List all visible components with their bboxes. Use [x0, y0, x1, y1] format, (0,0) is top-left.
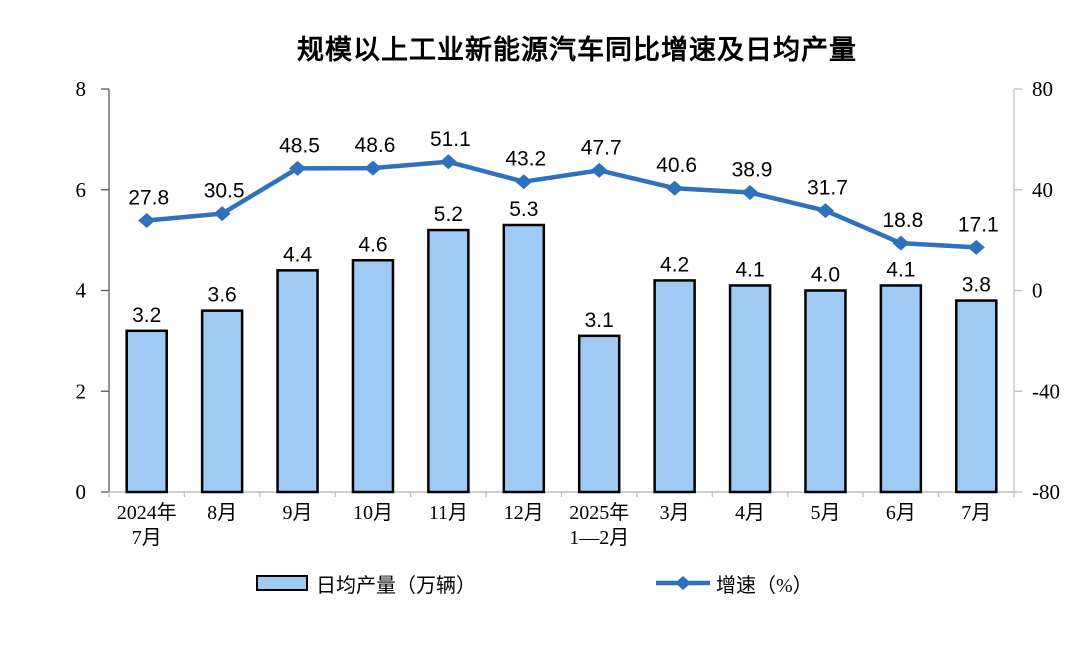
- x-axis-category-label: 11月: [429, 502, 468, 524]
- growth-legend-marker: [656, 576, 710, 590]
- x-axis-category-label: 10月: [353, 502, 393, 524]
- growth-value-label: 31.7: [807, 177, 848, 200]
- growth-value-label: 40.6: [656, 154, 697, 177]
- production-bar: [728, 284, 772, 494]
- right-axis-tick-label: 0: [1032, 279, 1043, 303]
- growth-legend-diamond-icon: [675, 576, 691, 590]
- bar-value-label: 3.6: [208, 284, 237, 307]
- legend-item-growth: 增速（%）: [655, 572, 813, 597]
- growth-value-label: 48.6: [355, 134, 396, 157]
- bar-value-label: 4.1: [886, 258, 915, 281]
- growth-value-label: 30.5: [204, 180, 245, 203]
- production-bar: [502, 223, 546, 494]
- bar-value-label: 3.1: [585, 309, 614, 332]
- bar-value-label: 4.4: [283, 243, 313, 266]
- bar-value-label: 4.1: [735, 258, 764, 281]
- growth-value-label: 51.1: [430, 128, 471, 151]
- growth-line-point: [816, 203, 834, 219]
- x-axis-category-label: 12月: [504, 502, 544, 524]
- production-bar: [804, 289, 847, 494]
- left-axis-tick-label: 2: [76, 379, 87, 403]
- production-bar: [427, 228, 470, 494]
- production-legend-swatch: [256, 575, 308, 591]
- production-bar: [351, 259, 395, 494]
- growth-value-label: 27.8: [128, 186, 169, 209]
- production-bar: [200, 309, 244, 494]
- x-axis-category-label: 5月: [810, 502, 840, 524]
- bar-value-label: 4.2: [660, 253, 689, 276]
- growth-line-point: [138, 212, 156, 228]
- growth-value-label: 47.7: [581, 136, 622, 159]
- production-bar: [125, 329, 168, 494]
- growth-line-point: [967, 239, 985, 255]
- left-axis-tick-label: 6: [76, 178, 87, 202]
- growth-line-point: [741, 185, 759, 201]
- growth-line-point: [666, 180, 684, 196]
- bar-value-label: 3.2: [132, 304, 161, 327]
- chart-title: 规模以上工业新能源汽车同比增速及日均产量: [297, 35, 857, 65]
- production-legend-label: 日均产量（万辆）: [316, 574, 476, 597]
- x-axis-category-label: 6月: [886, 502, 916, 524]
- growth-value-label: 17.1: [958, 213, 999, 236]
- growth-line-point: [364, 160, 382, 176]
- growth-value-label: 43.2: [505, 148, 546, 171]
- growth-value-label: 48.5: [279, 134, 320, 157]
- right-axis-tick-label: -80: [1032, 480, 1060, 504]
- growth-legend-label: 增速（%）: [716, 574, 813, 597]
- x-axis-category-label: 2025年 1—2月: [569, 501, 629, 549]
- growth-line: [146, 159, 977, 250]
- legend-item-production: 日均产量（万辆）: [256, 572, 476, 597]
- bar-value-label: 5.2: [434, 203, 463, 226]
- growth-value-label: 18.8: [882, 209, 923, 232]
- growth-line-point: [515, 174, 533, 190]
- right-axis-tick-label: 80: [1032, 77, 1053, 101]
- growth-line-point: [590, 162, 608, 178]
- bar-value-label: 4.6: [358, 233, 387, 256]
- growth-line-point: [289, 160, 307, 176]
- bar-value-label: 3.8: [962, 274, 991, 297]
- growth-line-point: [892, 235, 910, 251]
- growth-line-point: [213, 206, 231, 222]
- x-axis-category-label: 2024年 7月: [117, 501, 177, 549]
- bar-value-label: 5.3: [509, 198, 538, 221]
- x-axis-category-label: 4月: [735, 502, 765, 524]
- x-axis-category-label: 8月: [207, 502, 237, 524]
- growth-line-point: [439, 154, 457, 170]
- growth-value-label: 38.9: [732, 159, 773, 182]
- bar-value-label: 4.0: [811, 264, 840, 287]
- production-bar: [955, 299, 998, 494]
- left-axis-tick-label: 4: [76, 279, 87, 303]
- x-axis-category-label: 7月: [961, 502, 991, 524]
- x-axis-category-label: 9月: [283, 502, 313, 524]
- production-bar: [653, 279, 696, 494]
- x-axis-category-label: 3月: [660, 502, 690, 524]
- production-bar: [879, 284, 923, 494]
- production-bar: [577, 334, 621, 494]
- right-axis-tick-label: 40: [1032, 178, 1053, 202]
- right-axis-tick-label: -40: [1032, 379, 1060, 403]
- left-axis-tick-label: 8: [76, 77, 87, 101]
- left-axis-tick-label: 0: [76, 480, 87, 504]
- production-bar: [276, 269, 319, 494]
